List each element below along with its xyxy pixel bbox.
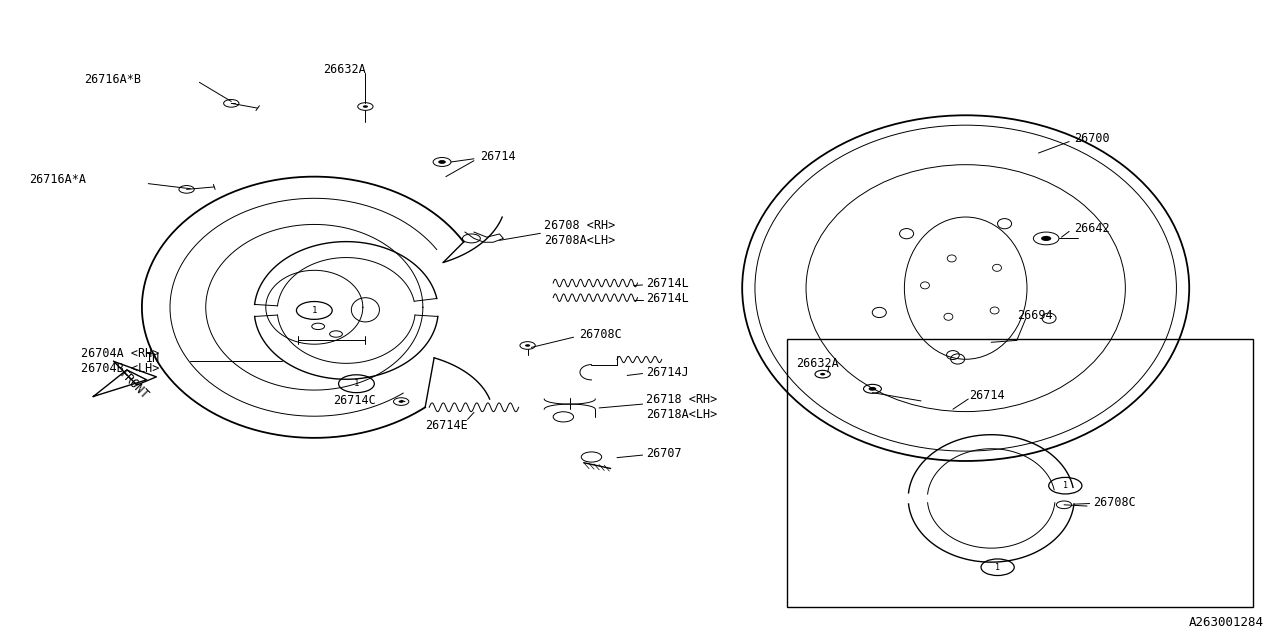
Text: 26704A <RH>: 26704A <RH> bbox=[81, 347, 159, 360]
Text: IN: IN bbox=[146, 352, 160, 365]
Text: 26714: 26714 bbox=[480, 150, 516, 163]
Bar bbox=[787, 339, 1253, 607]
Text: 26714C: 26714C bbox=[334, 394, 376, 407]
Text: 26716A*A: 26716A*A bbox=[29, 173, 87, 186]
Text: 26632A: 26632A bbox=[796, 357, 838, 370]
Text: 26642: 26642 bbox=[1074, 222, 1110, 236]
Text: 1: 1 bbox=[995, 563, 1000, 572]
Text: 26708C: 26708C bbox=[1093, 497, 1137, 509]
Text: 26632A: 26632A bbox=[324, 63, 366, 76]
Text: 26708A<LH>: 26708A<LH> bbox=[544, 234, 616, 248]
Text: 1: 1 bbox=[353, 380, 360, 388]
Text: 26708C: 26708C bbox=[579, 328, 622, 340]
Text: 26718A<LH>: 26718A<LH> bbox=[646, 408, 718, 421]
Text: 26714: 26714 bbox=[969, 388, 1005, 402]
Text: FRONT: FRONT bbox=[116, 368, 151, 402]
Circle shape bbox=[869, 387, 877, 391]
Text: 26714E: 26714E bbox=[425, 419, 468, 432]
Text: 1: 1 bbox=[311, 306, 317, 315]
Text: 26718 <RH>: 26718 <RH> bbox=[646, 393, 718, 406]
Text: A263001284: A263001284 bbox=[1188, 616, 1263, 629]
Text: 26716A*B: 26716A*B bbox=[84, 72, 141, 86]
Circle shape bbox=[525, 344, 530, 347]
Text: 1: 1 bbox=[1062, 481, 1068, 490]
Text: 26707: 26707 bbox=[646, 447, 682, 460]
Circle shape bbox=[820, 373, 826, 376]
Circle shape bbox=[438, 160, 445, 164]
Text: 26700: 26700 bbox=[1074, 132, 1110, 145]
Text: 26694: 26694 bbox=[1016, 309, 1052, 322]
Circle shape bbox=[1041, 236, 1051, 241]
Text: 26704B <LH>: 26704B <LH> bbox=[81, 362, 159, 375]
Text: 26708 <RH>: 26708 <RH> bbox=[544, 219, 616, 232]
Circle shape bbox=[362, 105, 367, 108]
Text: 26714J: 26714J bbox=[646, 365, 689, 379]
Text: 26714L: 26714L bbox=[646, 292, 689, 305]
Circle shape bbox=[398, 400, 403, 403]
Text: 26714L: 26714L bbox=[646, 276, 689, 289]
